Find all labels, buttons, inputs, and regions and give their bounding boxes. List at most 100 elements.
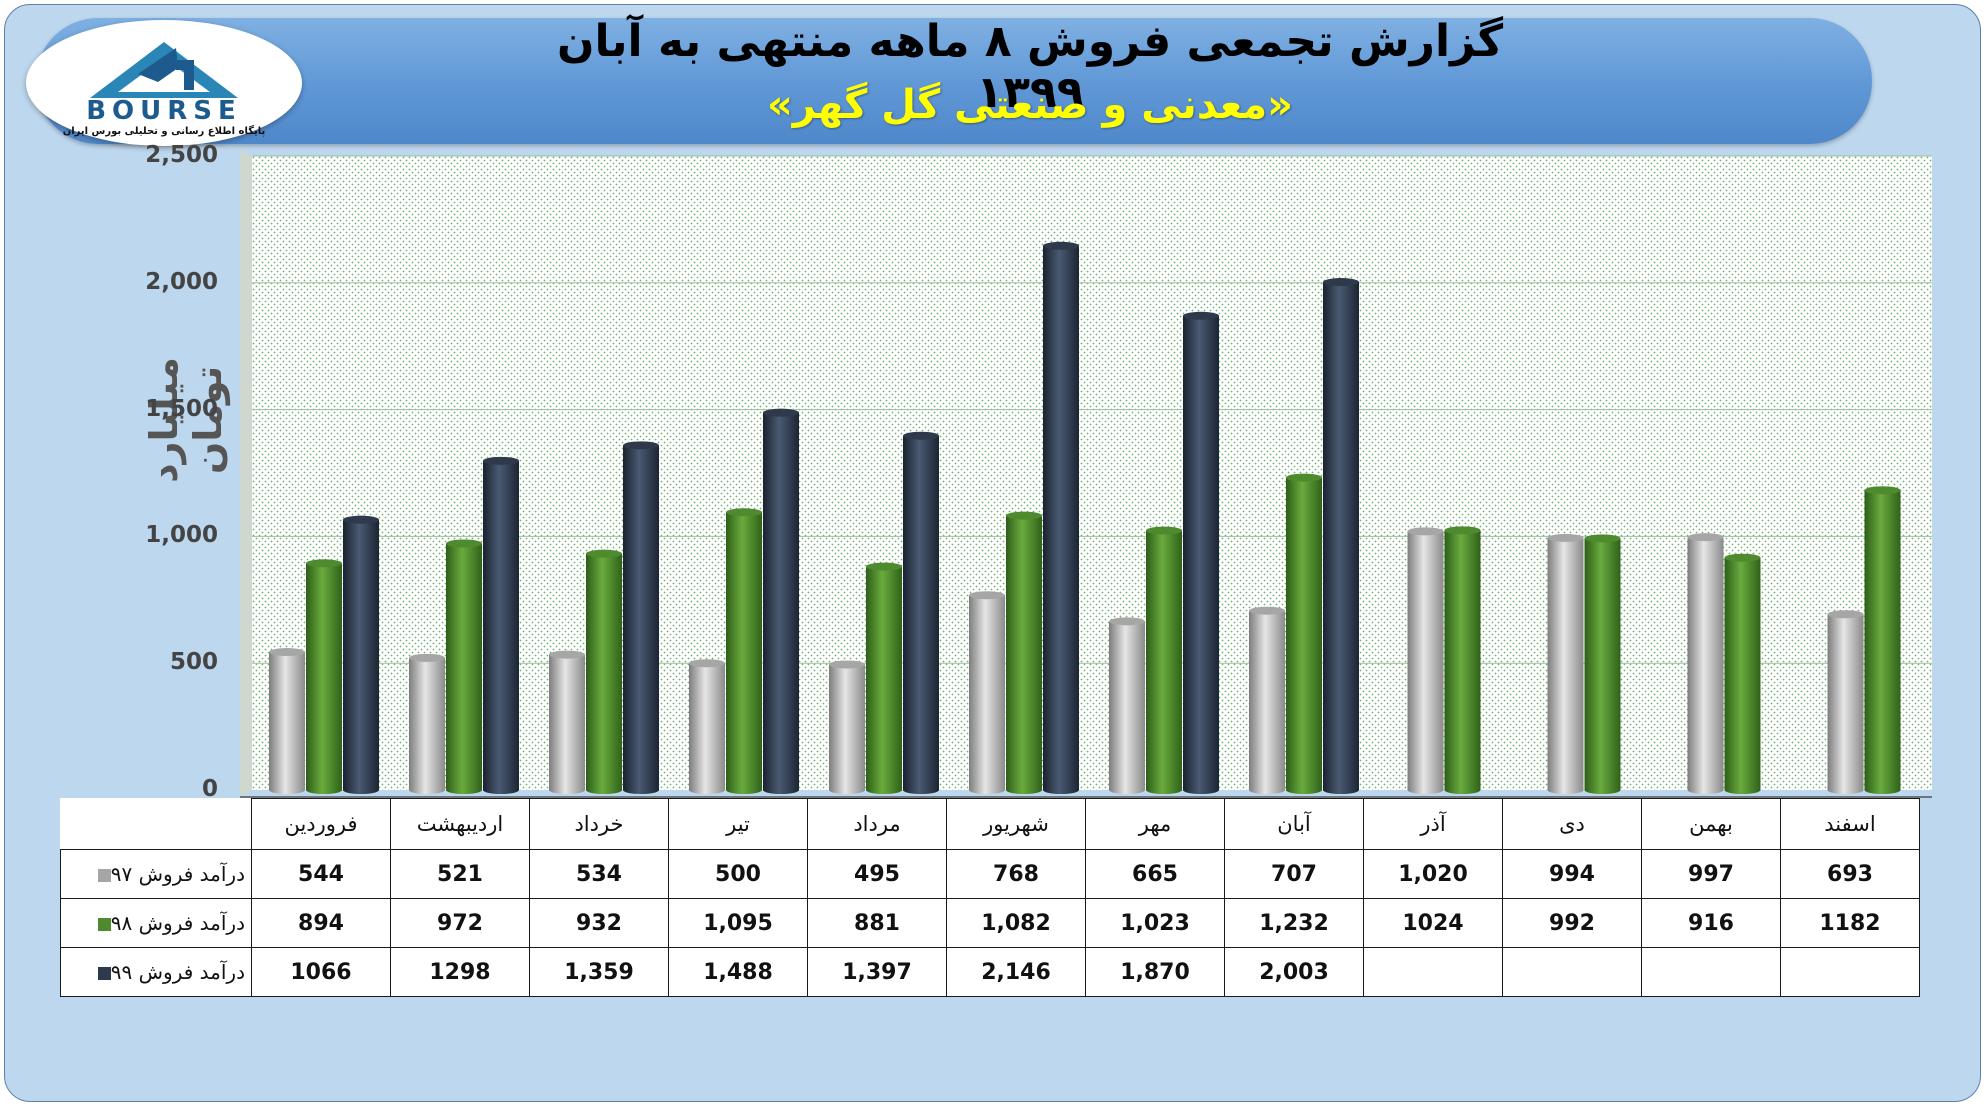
data-label: 707: [1224, 849, 1364, 899]
bar: [1286, 473, 1322, 794]
data-label: 534: [529, 849, 669, 899]
month-label: خرداد: [529, 798, 669, 850]
month-label: مرداد: [807, 798, 947, 850]
bar: [1444, 526, 1481, 794]
bar: [763, 408, 799, 794]
gridlines: [252, 155, 1932, 664]
month-label: آذر: [1363, 798, 1503, 850]
data-label: 521: [390, 849, 530, 899]
data-label: 768: [946, 849, 1086, 899]
series-name: درآمد فروش ۹۸: [110, 911, 245, 935]
plot-side-wall: [240, 150, 252, 798]
legend-swatch: [97, 869, 111, 882]
bourse-logo: BOURSE پایگاه اطلاع رسانی و تحلیلی بورس …: [26, 20, 302, 146]
data-label: 693: [1780, 849, 1920, 899]
month-label: شهریور: [946, 798, 1086, 850]
bar-chart: [240, 150, 1932, 798]
bar: [829, 660, 865, 794]
legend-swatch: [97, 967, 111, 980]
data-label: 2,003: [1224, 947, 1364, 997]
data-table: فروردین اردیبهشت خرداد تیر مرداد شهریور مهر آبا…: [60, 798, 1920, 997]
data-label: 1,488: [668, 947, 808, 997]
series-legend-label: درآمد فروش ۹۸: [60, 898, 252, 948]
bar: [1043, 241, 1079, 794]
bar: [1724, 553, 1761, 794]
bar: [483, 456, 519, 794]
y-tick-label: 1,000: [145, 522, 218, 549]
data-label: 1,359: [529, 947, 669, 997]
data-label: 881: [807, 898, 947, 948]
data-label: 665: [1085, 849, 1225, 899]
month-label: اردیبهشت: [390, 798, 530, 850]
data-label: 1,397: [807, 947, 947, 997]
data-label: 1024: [1363, 898, 1503, 948]
y-tick-label: 2,500: [145, 142, 218, 168]
data-label: 1,095: [668, 898, 808, 948]
bar: [1827, 610, 1864, 794]
y-tick-label: 2,000: [145, 268, 218, 295]
bar: [1109, 617, 1145, 794]
data-label: 1,082: [946, 898, 1086, 948]
bars: [269, 241, 1901, 794]
table-header-row: فروردین اردیبهشت خرداد تیر مرداد شهریور مهر آبا…: [61, 798, 1920, 850]
series-legend-label: درآمد فروش ۹۹: [60, 947, 252, 997]
series-name: درآمد فروش ۹۹: [110, 960, 245, 984]
month-label: دی: [1502, 798, 1642, 850]
bar: [969, 591, 1005, 794]
chart-subtitle: «معدنی و صنعتی گل گهر»: [766, 82, 1294, 128]
data-label: [1502, 947, 1642, 997]
data-label: 972: [390, 898, 530, 948]
data-label: 916: [1641, 898, 1781, 948]
data-label: 500: [668, 849, 808, 899]
logo-word: BOURSE: [86, 96, 242, 126]
bar: [1006, 511, 1042, 794]
table-row: درآمد فروش ۹۸ 894 972 932 1,095 881 1,082 1,023…: [60, 898, 1920, 948]
bar: [1323, 278, 1359, 794]
data-label: 495: [807, 849, 947, 899]
month-label: تیر: [668, 798, 808, 850]
table-row: درآمد فروش ۹۷ 544 521 534 500 495 768 665 707 1,0…: [60, 849, 1920, 899]
series-legend-label: درآمد فروش ۹۷: [60, 849, 252, 899]
data-label: [1641, 947, 1781, 997]
bar: [1547, 533, 1584, 794]
month-label: آبان: [1224, 798, 1364, 850]
month-label: فروردین: [251, 798, 391, 850]
bar: [549, 650, 585, 794]
logo-subtext: پایگاه اطلاع رسانی و تحلیلی بورس ایران: [62, 126, 266, 137]
data-label: 1,020: [1363, 849, 1503, 899]
bar: [1249, 606, 1285, 794]
data-label: 1,870: [1085, 947, 1225, 997]
data-label: 992: [1502, 898, 1642, 948]
bar: [1687, 533, 1724, 794]
data-label: 894: [251, 898, 391, 948]
data-label: [1780, 947, 1920, 997]
bar: [1864, 486, 1901, 794]
data-label: 994: [1502, 849, 1642, 899]
data-label: 1182: [1780, 898, 1920, 948]
bar: [269, 648, 305, 794]
title-banner: [36, 18, 1872, 144]
bar: [1146, 526, 1182, 794]
table-corner: [61, 799, 252, 850]
data-label: 1,232: [1224, 898, 1364, 948]
legend-swatch: [97, 918, 111, 931]
data-label: 1,023: [1085, 898, 1225, 948]
chart-title: گزارش تجمعی فروش ۸ ماهه منتهی به آبان ۱۳…: [556, 16, 1504, 118]
data-label: 544: [251, 849, 391, 899]
bar: [1183, 311, 1219, 794]
y-tick-label: 1,500: [145, 395, 218, 422]
month-label: بهمن: [1641, 798, 1781, 850]
bar: [409, 653, 445, 794]
bar: [446, 539, 482, 794]
table-row: درآمد فروش ۹۹ 1066 1298 1,359 1,488 1,397 2,14…: [60, 947, 1920, 997]
data-label: 2,146: [946, 947, 1086, 997]
y-tick-label: 0: [201, 776, 218, 802]
bar: [903, 431, 939, 794]
bar: [866, 562, 902, 794]
data-label: 1298: [390, 947, 530, 997]
month-label: مهر: [1085, 798, 1225, 850]
bar: [306, 559, 342, 794]
bar: [689, 659, 725, 794]
y-tick-label: 500: [169, 649, 218, 676]
data-label: 997: [1641, 849, 1781, 899]
